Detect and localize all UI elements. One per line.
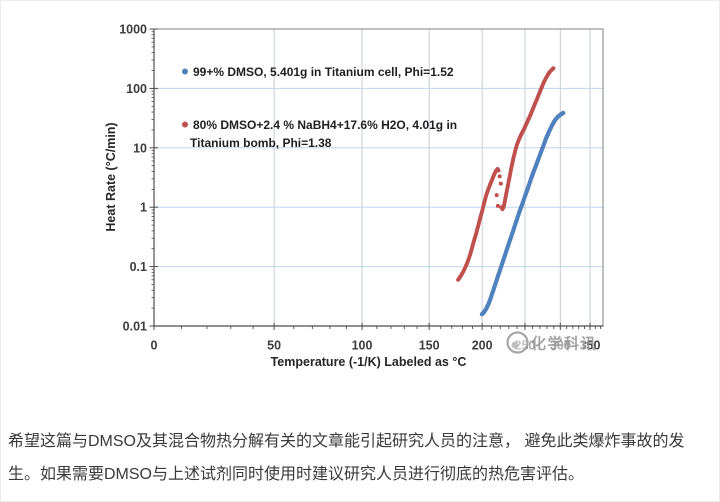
y-tick-label: 0.1	[130, 260, 147, 274]
arc-heat-rate-chart: 05010015020025030035010001001010.10.01 T…	[104, 23, 604, 369]
axis-titles: Temperature (-1/K) Labeled as °C Heat Rat…	[104, 122, 466, 369]
plot-frame	[153, 28, 604, 327]
series-dmso-nabh4-red	[456, 66, 556, 282]
legend-item: 80% DMSO+2.4 % NaBH4+17.6% H2O, 4.01g in…	[182, 118, 457, 150]
x-tick-label: 100	[352, 339, 373, 353]
caption-line-2: 生。如果需要DMSO与上述试剂同时使用时建议研究人员进行彻底的热危害评估。	[8, 466, 585, 483]
y-axis-title: Heat Rate (°C/min)	[104, 122, 118, 231]
vertical-gridlines	[273, 29, 591, 326]
legend-marker-icon	[182, 121, 188, 128]
series-dmso-blue	[479, 110, 566, 317]
data-series	[456, 66, 566, 317]
x-axis-title: Temperature (-1/K) Labeled as °C	[271, 355, 467, 369]
y-tick-label: 0.01	[123, 320, 147, 334]
legend-item: 99+% DMSO, 5.401g in Titanium cell, Phi=…	[182, 65, 454, 79]
chart-legend: 99+% DMSO, 5.401g in Titanium cell, Phi=…	[182, 65, 457, 150]
axis-ticks	[149, 28, 602, 330]
watermark-logo-icon	[506, 331, 529, 354]
caption-line-1: 希望这篇与DMSO及其混合物热分解有关的文章能引起研究人员的注意， 避免此类爆炸…	[8, 433, 685, 450]
watermark: 化学科讯	[506, 331, 597, 354]
watermark-backdrop	[528, 334, 585, 351]
y-tick-label: 1000	[119, 23, 147, 37]
y-tick-label: 100	[126, 82, 147, 96]
legend-label: 99+% DMSO, 5.401g in Titanium cell, Phi=…	[193, 65, 454, 79]
watermark-logo-dot-icon	[511, 341, 519, 349]
horizontal-gridlines	[154, 87, 603, 268]
x-tick-label: 50	[267, 339, 281, 353]
x-tick-label: 0	[151, 339, 158, 353]
legend-marker-icon	[182, 68, 188, 75]
y-tick-label: 1	[140, 201, 147, 215]
x-tick-label: 150	[419, 339, 440, 353]
legend-label: 80% DMSO+2.4 % NaBH4+17.6% H2O, 4.01g in	[193, 118, 457, 132]
watermark-text: 化学科讯	[531, 335, 597, 353]
legend-label: Titanium bomb, Phi=1.38	[190, 136, 332, 150]
x-tick-label: 200	[472, 339, 493, 353]
caption-paragraph: 希望这篇与DMSO及其混合物热分解有关的文章能引起研究人员的注意， 避免此类爆炸…	[8, 425, 714, 491]
y-tick-label: 10	[133, 141, 147, 155]
